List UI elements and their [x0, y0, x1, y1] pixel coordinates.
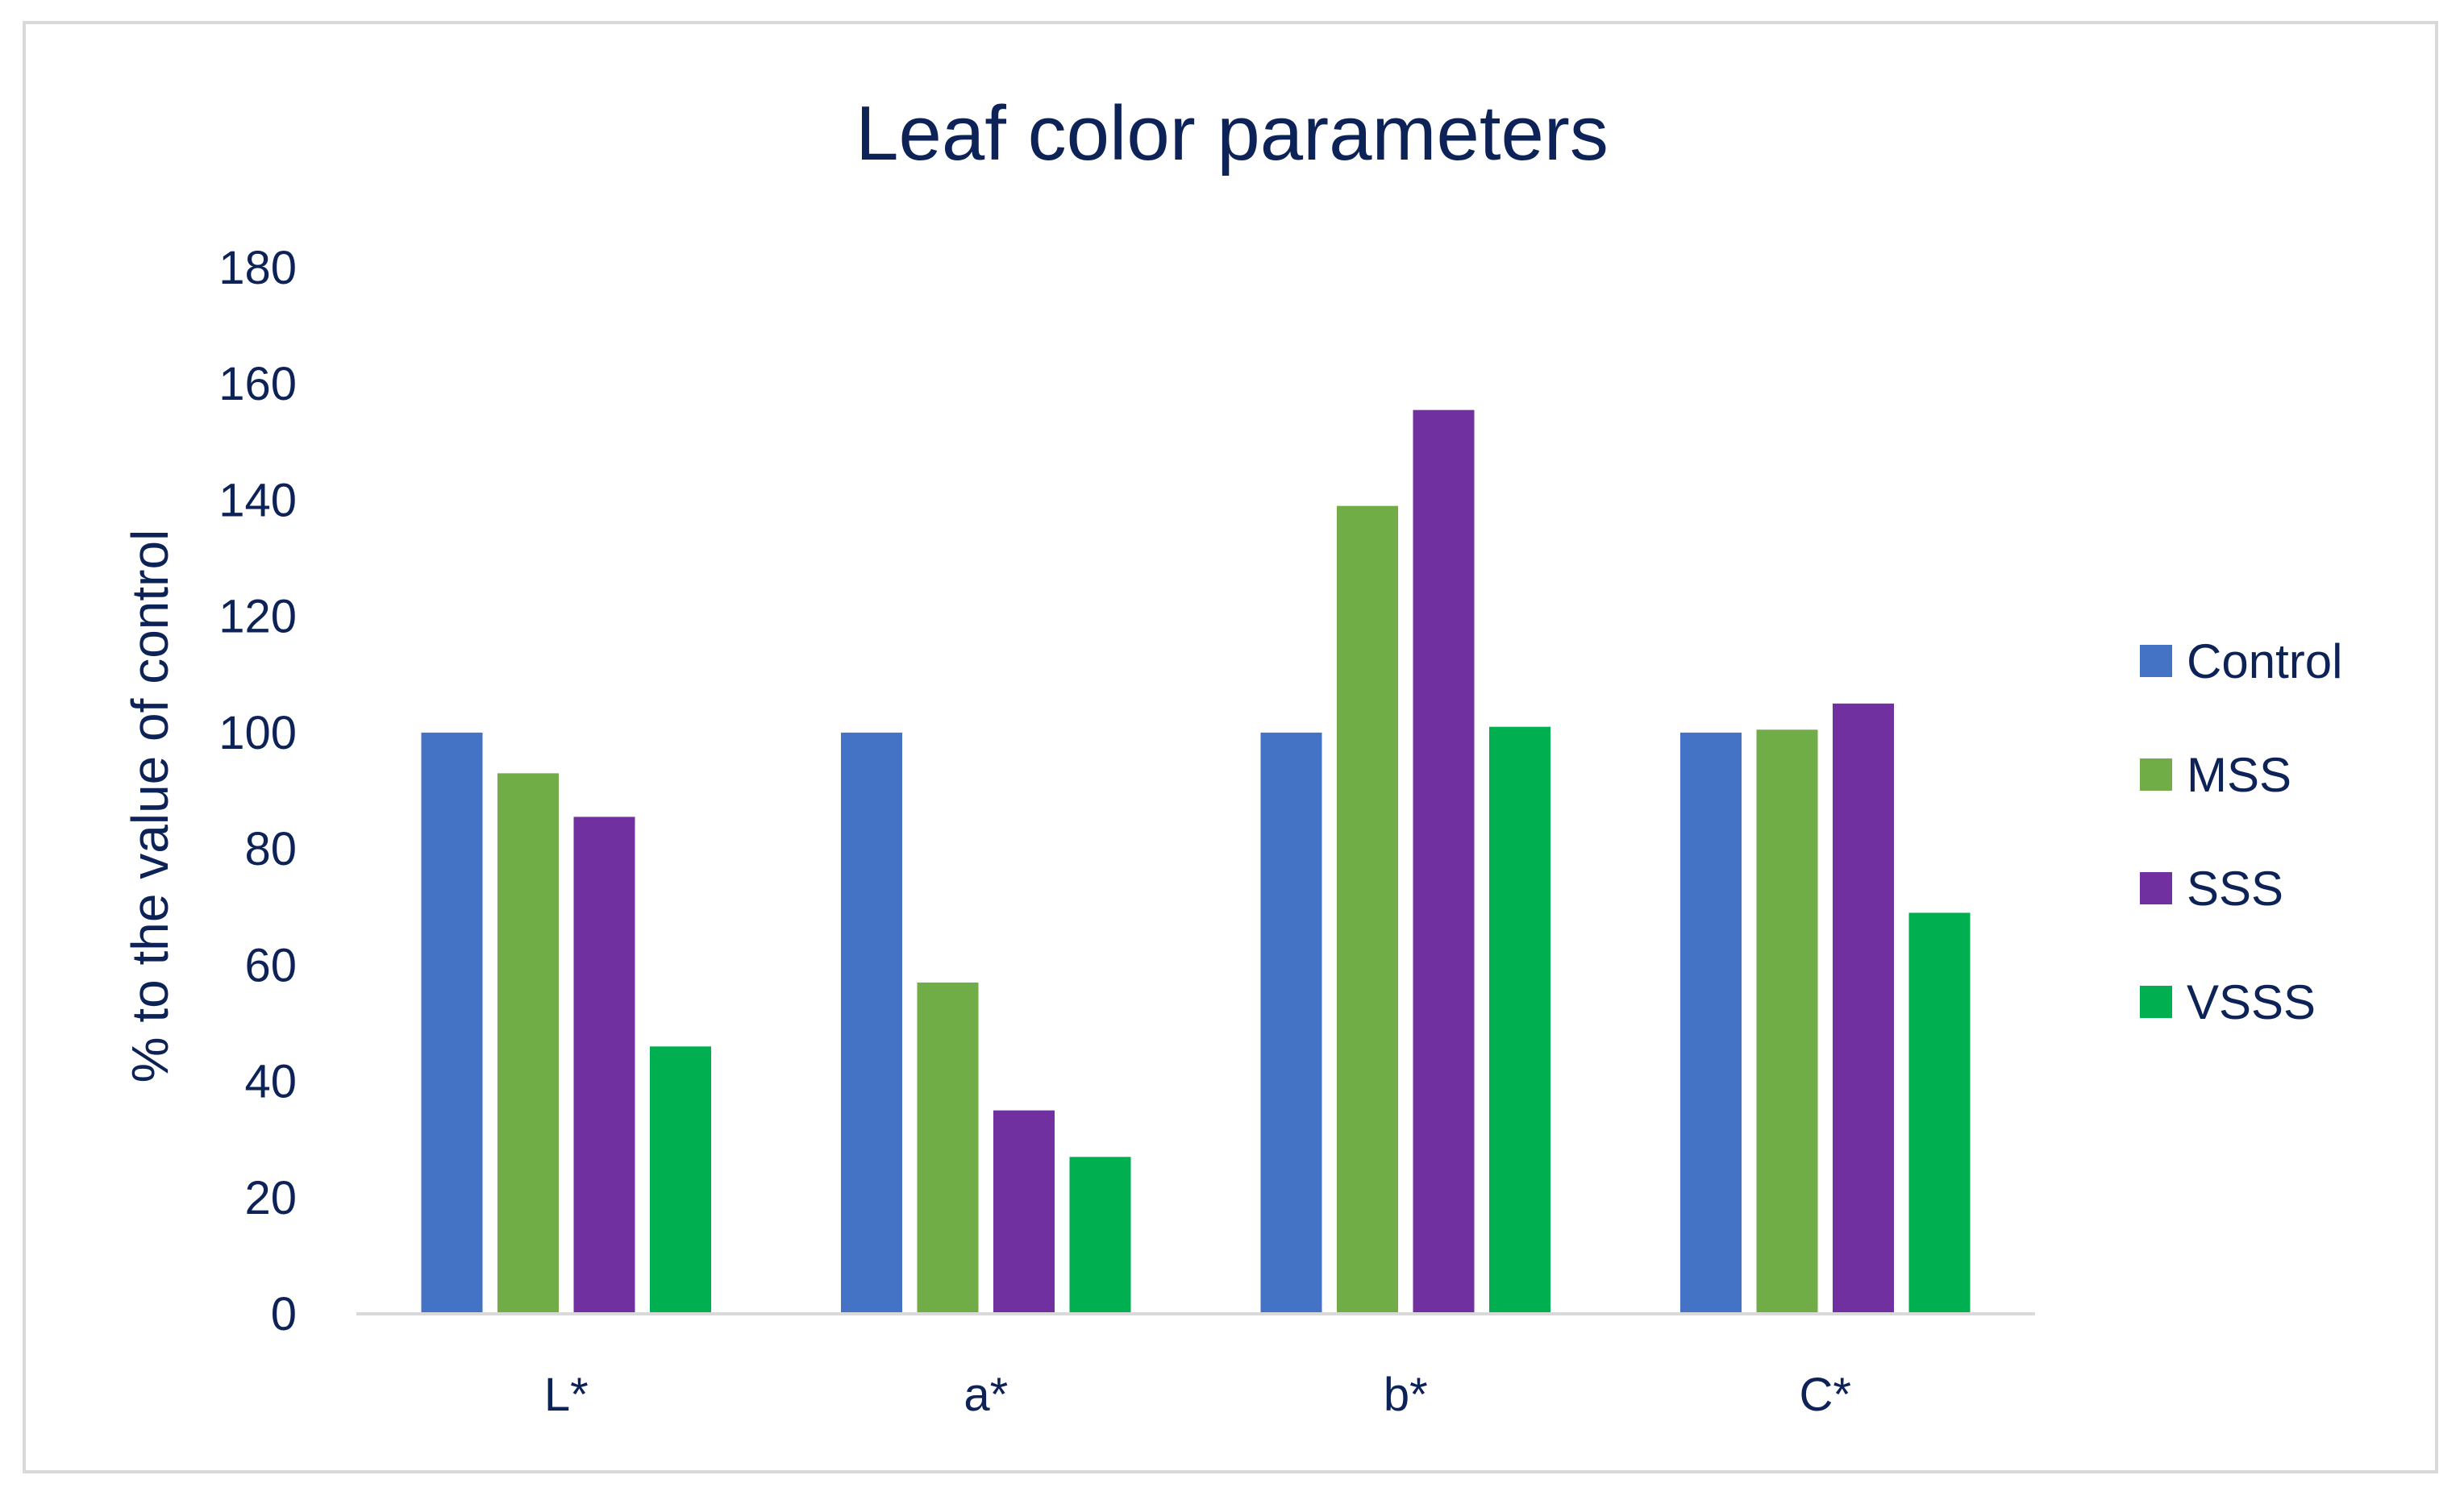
bar-sss-2 — [1413, 409, 1475, 1314]
y-tick-label: 160 — [219, 358, 297, 410]
bar-mss-1 — [917, 982, 979, 1314]
legend-label-mss: MSS — [2187, 748, 2291, 802]
legend-label-vsss: VSSS — [2187, 975, 2316, 1029]
x-tick-label: b* — [1384, 1369, 1428, 1421]
y-tick-label: 140 — [219, 474, 297, 526]
bar-vsss-3 — [1908, 912, 1971, 1314]
legend-swatch-control — [2140, 645, 2172, 677]
y-tick-label: 100 — [219, 707, 297, 759]
bar-vsss-2 — [1489, 726, 1550, 1314]
x-tick-label: a* — [964, 1369, 1008, 1421]
bar-sss-0 — [573, 817, 635, 1314]
legend-label-control: Control — [2187, 634, 2342, 688]
y-axis-title: % to the value of control — [121, 530, 179, 1083]
bar-vsss-1 — [1069, 1157, 1131, 1314]
bar-vsss-0 — [650, 1046, 711, 1314]
bar-mss-3 — [1756, 729, 1818, 1314]
bar-mss-2 — [1337, 505, 1398, 1314]
y-tick-label: 20 — [244, 1172, 297, 1224]
legend-swatch-sss — [2140, 872, 2172, 904]
x-tick-label: C* — [1800, 1369, 1851, 1421]
y-tick-label: 180 — [219, 242, 297, 294]
bar-sss-1 — [993, 1110, 1055, 1314]
y-tick-label: 0 — [271, 1288, 297, 1340]
y-tick-label: 80 — [244, 823, 297, 875]
bar-control-3 — [1680, 732, 1742, 1314]
legend-swatch-vsss — [2140, 986, 2172, 1018]
bar-control-0 — [421, 732, 483, 1314]
bar-control-2 — [1260, 732, 1322, 1314]
y-tick-label: 120 — [219, 591, 297, 643]
y-tick-label: 40 — [244, 1056, 297, 1108]
y-axis-ticks: 0 20 40 60 80 100 120 140 160 180 — [219, 242, 297, 1340]
y-tick-label: 60 — [244, 939, 297, 991]
x-tick-label: L* — [544, 1369, 589, 1421]
x-axis-ticks: L* a* b* C* — [544, 1369, 1851, 1421]
bar-control-1 — [841, 732, 902, 1314]
bar-sss-3 — [1833, 703, 1894, 1314]
bar-mss-0 — [497, 773, 559, 1314]
legend-swatch-mss — [2140, 758, 2172, 791]
legend: Control MSS SSS VSSS — [2140, 634, 2342, 1029]
legend-label-sss: SSS — [2187, 862, 2283, 916]
bars — [421, 409, 1971, 1314]
chart-title: Leaf color parameters — [855, 90, 1609, 177]
